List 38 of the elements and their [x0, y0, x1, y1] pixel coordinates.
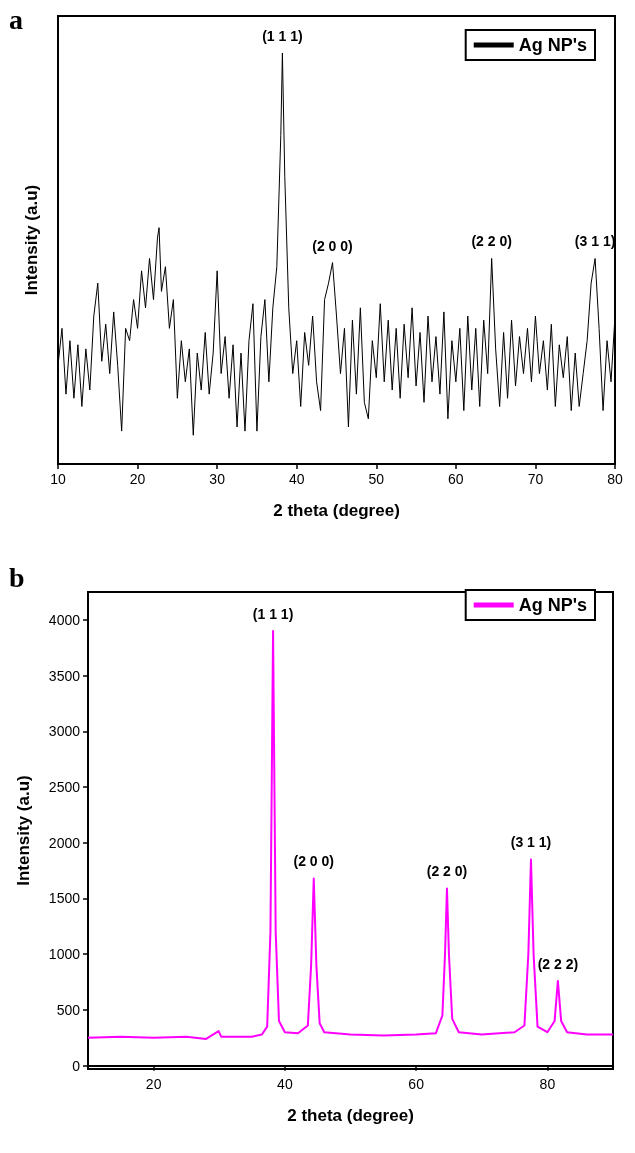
- x-tick-label: 40: [288, 471, 305, 487]
- y-tick-label: 500: [56, 1001, 81, 1018]
- x-tick-label: 80: [607, 471, 623, 487]
- y-tick-label: 0: [72, 1057, 81, 1074]
- y-tick-label: 4000: [48, 611, 81, 628]
- x-axis-title: 2 theta (degree): [273, 501, 400, 520]
- x-tick-label: 60: [448, 471, 464, 487]
- annotation: (2 0 0): [293, 853, 334, 870]
- x-tick-label: 50: [368, 471, 385, 487]
- x-tick-label: 60: [408, 1076, 425, 1092]
- x-tick-label: 70: [527, 471, 544, 487]
- annotation: (2 2 0): [471, 233, 512, 250]
- x-tick-label: 20: [145, 1076, 162, 1092]
- y-axis-title: Intensity (a.u): [14, 775, 33, 886]
- y-axis-title: Intensity (a.u): [22, 184, 41, 296]
- annotation: (1 1 1): [252, 606, 294, 623]
- x-tick-label: 40: [277, 1076, 293, 1092]
- legend-label: Ag NP's: [518, 595, 588, 615]
- annotation: (2 2 0): [426, 863, 468, 880]
- y-tick-label: 2000: [48, 834, 81, 851]
- y-tick-label: 2500: [48, 779, 81, 796]
- y-tick-label: 1500: [48, 890, 81, 907]
- annotation: (2 2 2): [537, 955, 579, 972]
- x-tick-label: 80: [539, 1076, 556, 1092]
- chart-title: b: [9, 561, 25, 593]
- annotation: (3 1 1): [510, 834, 552, 851]
- x-axis-title: 2 theta (degree): [287, 1106, 414, 1125]
- annotation: (1 1 1): [262, 27, 303, 44]
- line-series: [87, 630, 614, 1040]
- legend-label: Ag NP's: [518, 35, 588, 55]
- x-tick-label: 20: [129, 471, 146, 487]
- annotation: (2 0 0): [312, 237, 353, 254]
- y-tick-label: 3000: [48, 723, 81, 740]
- y-tick-label: 3500: [48, 667, 81, 684]
- x-tick-label: 10: [50, 471, 66, 487]
- chart-title: a: [9, 3, 23, 35]
- x-tick-label: 30: [209, 471, 226, 487]
- y-tick-label: 1000: [48, 946, 81, 963]
